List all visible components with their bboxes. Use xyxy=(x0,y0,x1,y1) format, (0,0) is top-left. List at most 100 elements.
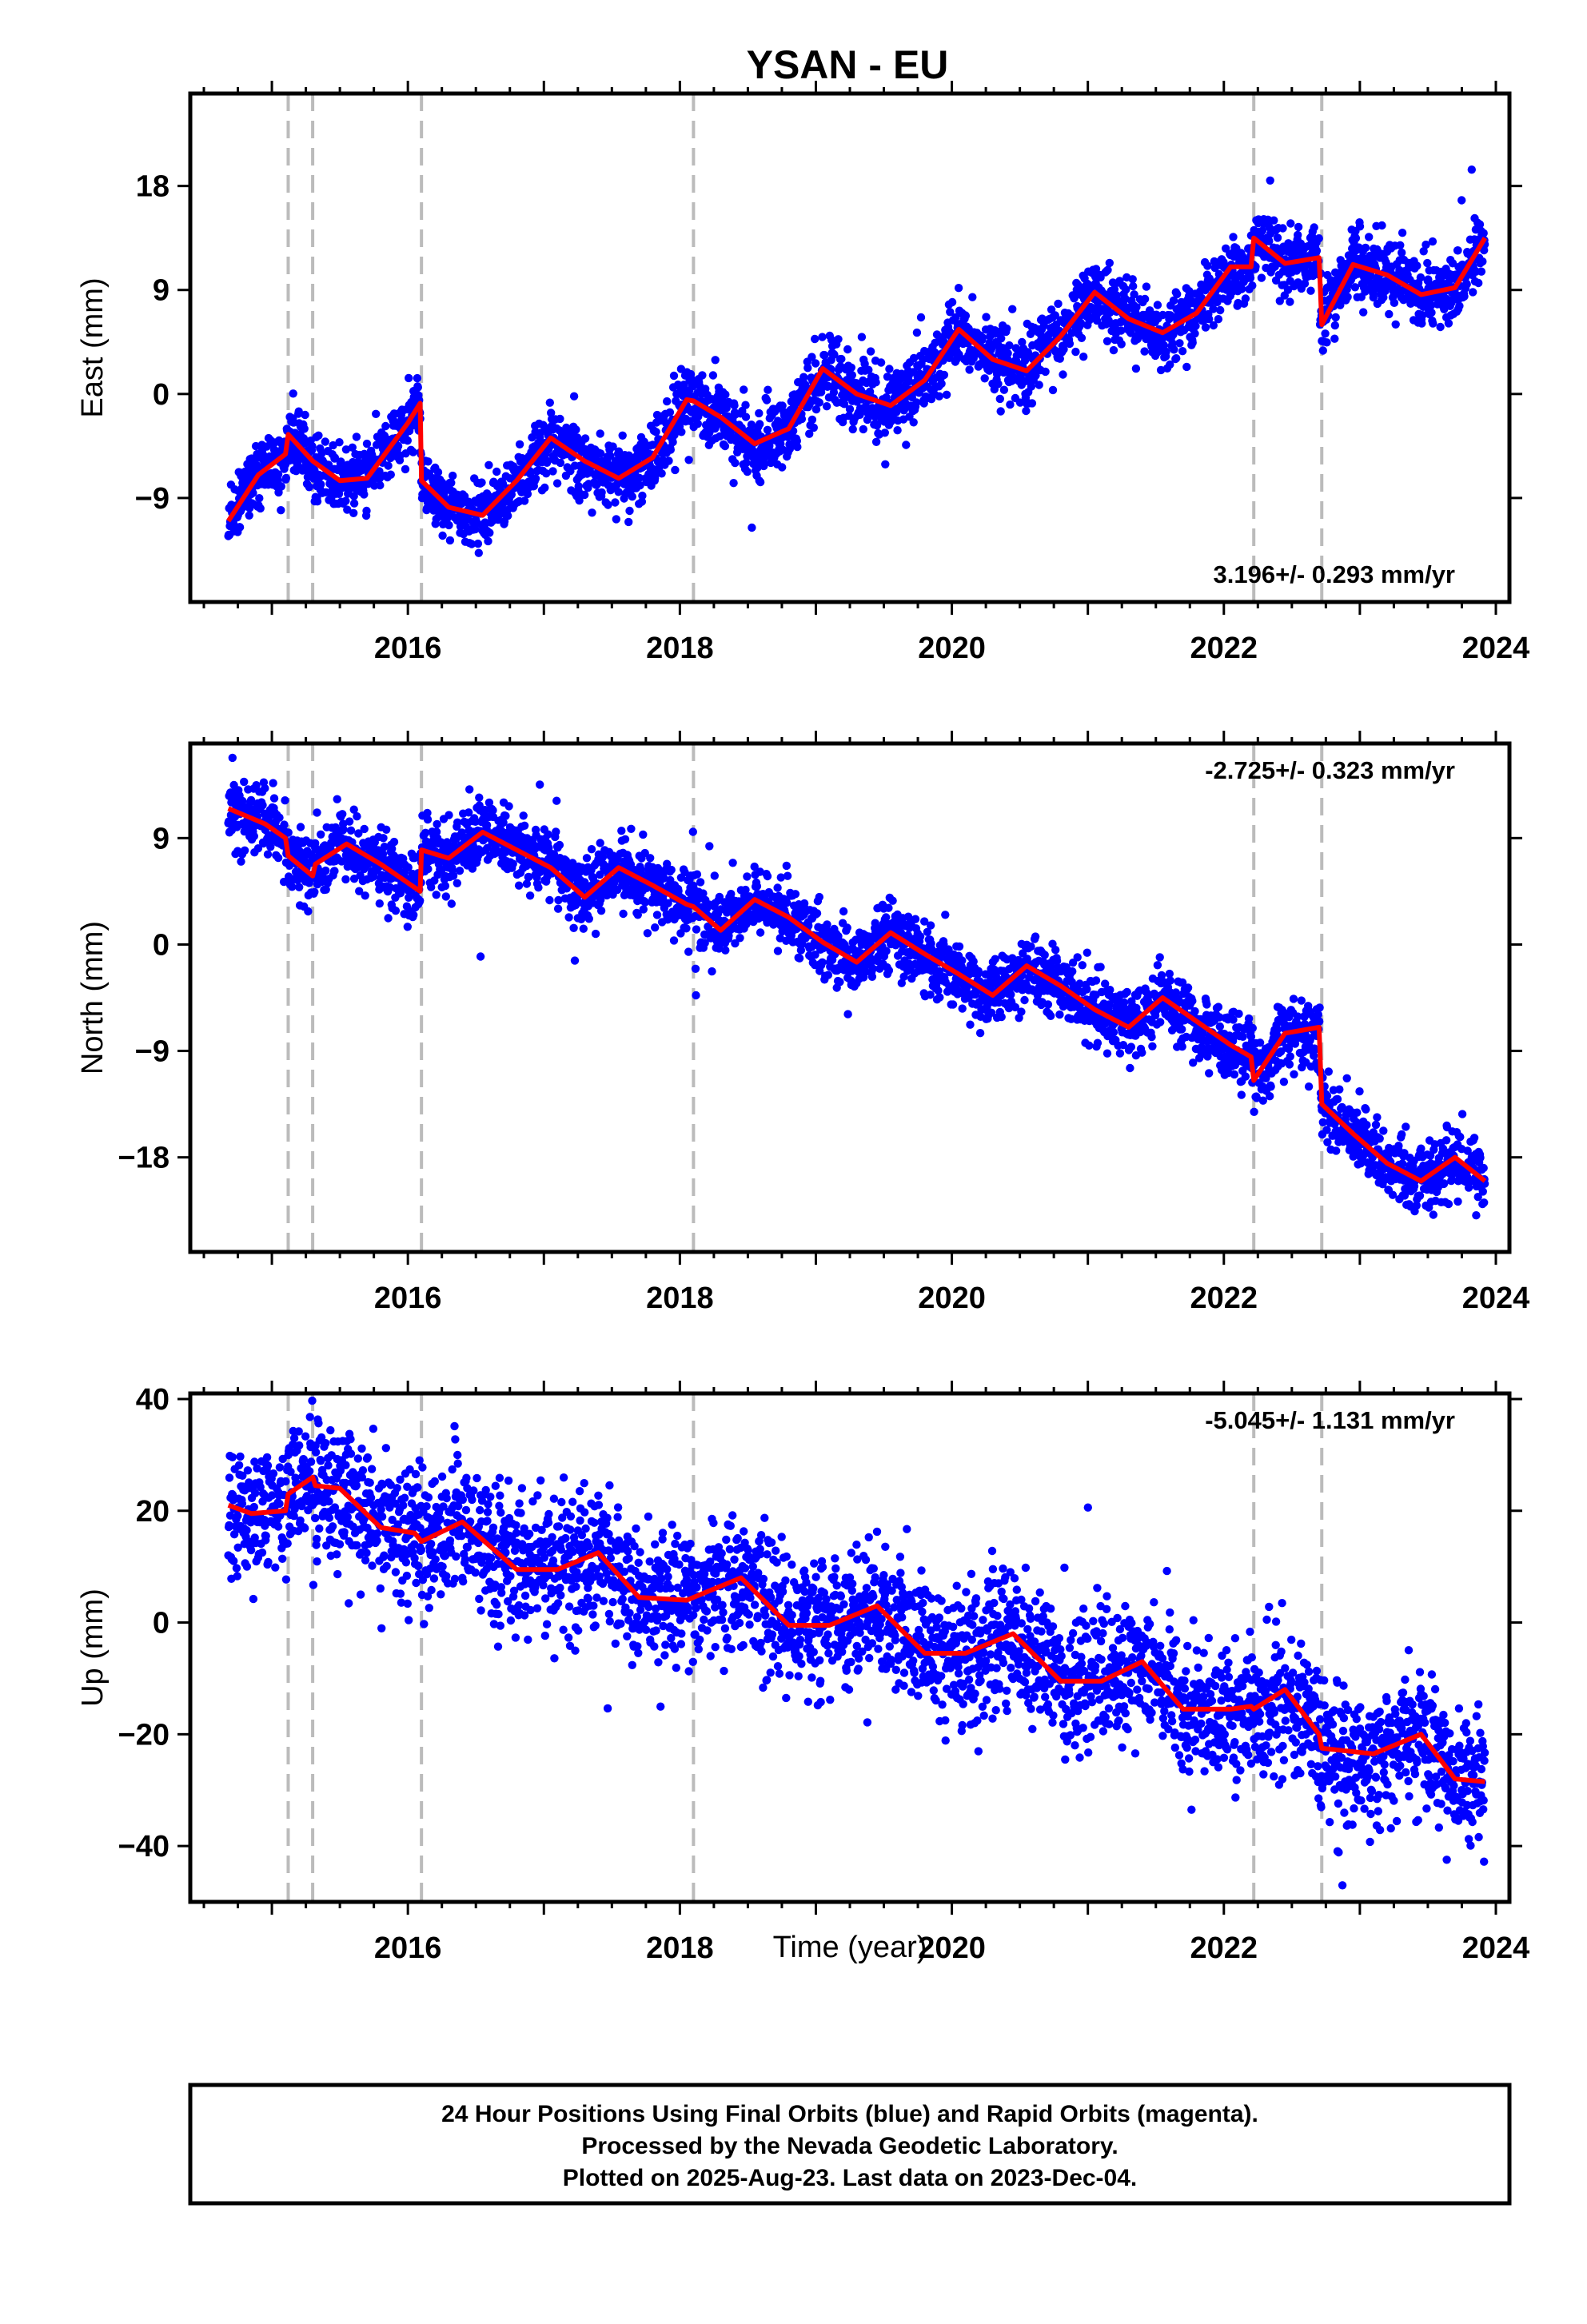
x-tick-label: 2022 xyxy=(1190,632,1258,665)
data-point xyxy=(1106,259,1114,267)
data-point xyxy=(644,929,652,937)
data-point xyxy=(843,345,851,353)
data-point xyxy=(795,955,803,963)
data-point xyxy=(277,482,285,490)
data-point xyxy=(859,425,867,433)
data-point xyxy=(245,512,253,520)
data-point xyxy=(965,365,973,373)
data-point xyxy=(885,365,893,373)
data-point xyxy=(345,817,353,825)
data-point xyxy=(1140,347,1148,355)
data-point xyxy=(657,469,665,477)
data-point xyxy=(651,923,659,931)
data-point xyxy=(282,474,290,482)
data-point xyxy=(1209,305,1217,313)
data-point xyxy=(532,474,540,482)
data-point xyxy=(353,433,361,440)
data-point xyxy=(571,956,579,964)
data-point xyxy=(237,858,245,866)
data-point xyxy=(339,825,347,833)
data-point xyxy=(955,284,963,292)
data-point xyxy=(640,905,648,913)
data-point xyxy=(839,907,847,915)
data-point xyxy=(740,385,748,393)
data-point xyxy=(935,393,943,401)
data-point xyxy=(516,440,524,448)
data-point xyxy=(376,899,384,907)
data-point xyxy=(937,380,945,388)
data-point xyxy=(347,827,355,835)
data-point xyxy=(465,785,473,793)
data-point xyxy=(280,820,288,828)
data-point xyxy=(877,358,885,366)
data-point xyxy=(764,872,772,880)
data-point xyxy=(693,871,701,879)
data-point xyxy=(556,459,564,467)
data-point xyxy=(445,521,453,529)
data-point xyxy=(409,911,417,919)
data-point xyxy=(313,497,321,505)
data-point xyxy=(314,432,322,440)
data-point xyxy=(764,386,772,394)
data-point xyxy=(705,842,713,850)
data-point xyxy=(536,780,544,788)
data-point xyxy=(1278,224,1286,232)
data-point xyxy=(619,910,627,918)
data-point xyxy=(778,463,786,471)
data-point xyxy=(940,371,948,379)
data-point xyxy=(1468,165,1476,173)
data-point xyxy=(721,947,729,955)
data-point xyxy=(811,359,819,367)
data-point xyxy=(818,959,826,967)
data-point xyxy=(333,795,341,803)
data-point xyxy=(1141,295,1149,303)
data-point xyxy=(1122,285,1130,293)
data-point xyxy=(1003,349,1011,357)
data-point xyxy=(748,524,756,532)
figure-title: YSAN - EU xyxy=(747,42,949,87)
data-point xyxy=(968,293,976,301)
data-point xyxy=(692,965,700,973)
data-point xyxy=(414,383,422,391)
data-point xyxy=(404,436,412,444)
data-point xyxy=(808,416,816,424)
data-point xyxy=(304,907,312,915)
data-point xyxy=(1286,219,1294,227)
data-point xyxy=(1216,306,1224,314)
data-point xyxy=(1351,283,1359,291)
data-point xyxy=(1455,302,1463,310)
data-point xyxy=(554,905,562,913)
data-point xyxy=(526,891,534,899)
data-point xyxy=(281,796,289,804)
data-point xyxy=(1398,249,1406,257)
data-point xyxy=(997,407,1005,415)
data-point xyxy=(277,506,285,514)
data-point xyxy=(798,415,806,423)
data-point xyxy=(741,401,749,409)
data-point xyxy=(1413,261,1421,269)
data-point xyxy=(449,472,457,480)
data-point xyxy=(1006,401,1014,409)
data-point xyxy=(943,391,951,399)
y-tick-label: 18 xyxy=(136,170,169,204)
data-point xyxy=(1049,386,1057,394)
data-point xyxy=(783,862,791,870)
x-tick-label: 2024 xyxy=(1462,632,1530,665)
data-point xyxy=(553,479,561,487)
data-point xyxy=(441,882,449,890)
data-point xyxy=(1478,257,1486,265)
data-point xyxy=(624,518,632,526)
data-point xyxy=(597,488,605,496)
data-point xyxy=(729,479,737,487)
data-point xyxy=(753,882,761,890)
data-point xyxy=(1469,288,1477,296)
data-point xyxy=(663,397,671,405)
data-point xyxy=(881,429,889,436)
data-point xyxy=(981,374,989,382)
data-point xyxy=(295,883,303,891)
data-point xyxy=(979,333,987,341)
data-point xyxy=(621,835,629,843)
data-point xyxy=(241,847,249,855)
data-point xyxy=(1110,346,1118,354)
